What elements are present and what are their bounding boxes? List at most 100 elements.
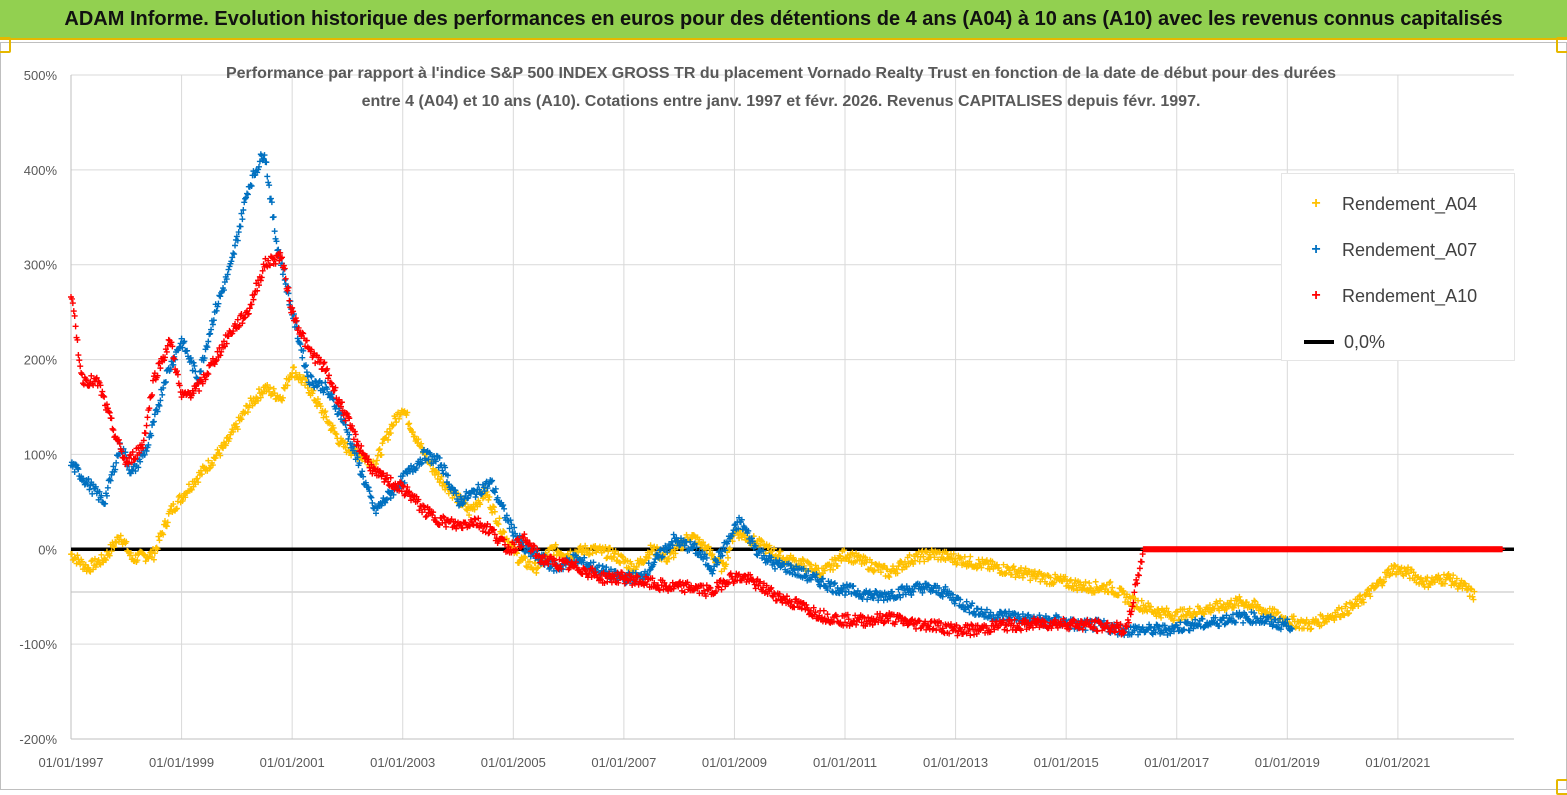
data-point xyxy=(624,557,631,564)
x-tick-label: 01/01/1999 xyxy=(149,755,214,770)
legend-item-a10: + Rendement_A10 xyxy=(1302,281,1477,311)
data-point xyxy=(322,408,329,415)
data-point xyxy=(607,544,614,551)
data-point xyxy=(222,442,229,449)
data-point xyxy=(585,551,592,558)
data-point xyxy=(111,544,118,551)
data-point xyxy=(616,559,623,566)
data-point xyxy=(836,552,843,559)
data-point xyxy=(389,422,396,429)
data-point xyxy=(759,538,766,545)
data-point xyxy=(106,552,113,559)
data-point xyxy=(267,195,274,202)
data-point xyxy=(522,554,529,561)
data-point xyxy=(790,554,797,561)
data-point xyxy=(1136,565,1143,572)
data-point xyxy=(1123,594,1130,601)
x-tick-label: 01/01/2011 xyxy=(813,755,877,770)
data-point xyxy=(1338,605,1345,612)
data-point xyxy=(244,409,251,416)
data-point xyxy=(800,557,807,564)
data-point xyxy=(637,555,644,562)
data-point xyxy=(436,479,443,486)
data-point xyxy=(604,554,611,561)
data-point xyxy=(1372,583,1379,590)
data-point xyxy=(895,563,902,570)
data-point xyxy=(379,440,386,447)
data-point xyxy=(526,558,533,565)
data-point xyxy=(292,369,299,376)
data-point xyxy=(1343,600,1350,607)
data-point xyxy=(670,554,677,561)
data-point xyxy=(279,397,286,404)
data-point xyxy=(642,557,649,564)
data-point xyxy=(281,277,288,284)
data-point xyxy=(304,384,311,391)
data-point xyxy=(214,446,221,453)
data-point xyxy=(255,397,262,404)
y-tick-label: 0% xyxy=(38,542,57,557)
data-point xyxy=(672,550,679,557)
data-point xyxy=(1127,611,1134,618)
x-tick-label: 01/01/2021 xyxy=(1365,755,1430,770)
data-point xyxy=(1371,584,1378,591)
data-point xyxy=(1115,592,1122,599)
data-point xyxy=(373,457,380,464)
data-point xyxy=(1251,597,1258,604)
data-point xyxy=(1002,570,1009,577)
data-point xyxy=(384,436,391,443)
data-point xyxy=(79,558,86,565)
data-point xyxy=(958,555,965,562)
x-tick-label: 01/01/2009 xyxy=(702,755,767,770)
data-point xyxy=(411,433,418,440)
chart-title-line-2: entre 4 (A04) et 10 ans (A10). Cotations… xyxy=(361,93,1201,110)
data-point xyxy=(1070,586,1077,593)
data-point xyxy=(113,539,120,546)
x-tick-label: 01/01/2001 xyxy=(260,755,325,770)
data-point xyxy=(1062,573,1069,580)
data-point xyxy=(1165,608,1172,615)
data-point xyxy=(602,543,609,550)
data-point xyxy=(134,557,141,564)
data-point xyxy=(409,429,416,436)
x-tick-label: 01/01/2013 xyxy=(923,755,988,770)
data-point xyxy=(1335,604,1342,611)
data-point xyxy=(1181,606,1188,613)
data-point xyxy=(633,563,640,570)
data-point xyxy=(78,369,85,376)
data-point xyxy=(1250,604,1257,611)
data-point xyxy=(807,561,814,568)
data-point xyxy=(317,403,324,410)
data-point xyxy=(298,379,305,386)
data-point xyxy=(921,558,928,565)
data-point xyxy=(281,385,288,392)
data-point xyxy=(1022,565,1029,572)
data-point xyxy=(123,538,130,545)
data-point xyxy=(893,566,900,573)
data-point xyxy=(978,564,985,571)
data-point xyxy=(367,493,374,500)
data-point xyxy=(109,425,116,432)
data-point xyxy=(1364,587,1371,594)
data-point xyxy=(841,547,848,554)
data-point xyxy=(99,388,106,395)
data-point xyxy=(1047,574,1054,581)
chart-svg: 500% 400% 300% 200% 100% 0% -100% -200% 01/01/19… xyxy=(19,68,1514,770)
data-point xyxy=(232,420,239,427)
x-tick-label: 01/01/2019 xyxy=(1255,755,1320,770)
data-point xyxy=(1249,601,1256,608)
data-point xyxy=(1092,578,1099,585)
data-point xyxy=(948,554,955,561)
data-point xyxy=(239,216,246,223)
data-point xyxy=(906,551,913,558)
data-point xyxy=(156,537,163,544)
y-tick-label: -100% xyxy=(19,637,57,652)
data-point xyxy=(150,556,157,563)
data-point xyxy=(104,484,111,491)
data-point xyxy=(140,551,147,558)
data-point xyxy=(1027,577,1034,584)
data-point xyxy=(74,552,81,559)
data-point xyxy=(605,548,612,555)
corner-handle xyxy=(0,37,11,53)
data-point xyxy=(1403,570,1410,577)
